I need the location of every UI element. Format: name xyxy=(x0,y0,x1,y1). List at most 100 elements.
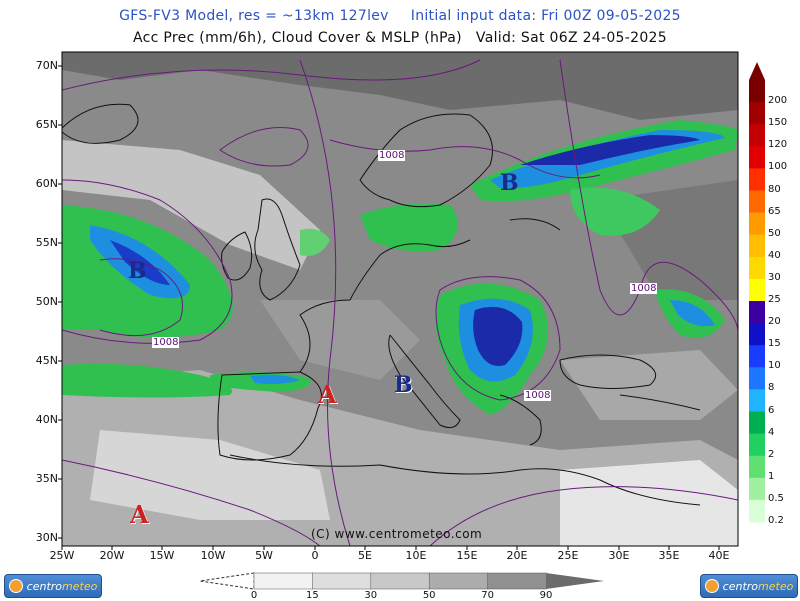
precip-scandinavia-core xyxy=(520,135,700,165)
precip-colorbar-label: 80 xyxy=(768,183,781,195)
map-field xyxy=(62,52,738,546)
precip-colorbar-swatch xyxy=(749,301,765,324)
cloud-colorbar-arrow-left xyxy=(199,572,255,590)
coast-ireland xyxy=(221,231,253,281)
globe-icon xyxy=(704,579,719,593)
precip-colorbar-label: 65 xyxy=(768,205,781,217)
lon-label: 15E xyxy=(456,549,478,562)
cloud-colorbar-swatch xyxy=(253,572,314,590)
centrometeo-logo-right[interactable]: centrometeo xyxy=(700,574,798,598)
cloud-colorbar-arrow-right xyxy=(546,573,604,589)
cloud-colorbar-swatch xyxy=(370,572,430,590)
coast-iceland xyxy=(62,103,139,144)
lat-label: 45N xyxy=(35,354,58,367)
precip-colorbar-swatch xyxy=(749,256,765,280)
coast-scandinavia xyxy=(359,113,493,208)
precip-colorbar-swatch xyxy=(749,212,765,236)
isobar-ring-north xyxy=(219,127,309,167)
precip-colorbar-swatch xyxy=(749,190,765,214)
precip-colorbar-label: 0.5 xyxy=(768,492,784,504)
isobar-south-east xyxy=(429,486,738,546)
precip-colorbar-label: 40 xyxy=(768,249,781,261)
cloud-clear-africa-west xyxy=(90,430,330,520)
coast-france-lowlands xyxy=(299,239,471,373)
lon-label: 25W xyxy=(49,549,75,562)
logo-text: centrometeo xyxy=(722,579,794,593)
cloud-colorbar-label: 50 xyxy=(422,590,436,601)
lon-label: 20W xyxy=(99,549,125,562)
isobar-atlantic xyxy=(62,179,233,344)
precip-colorbar-swatch xyxy=(749,477,765,501)
cloud-colorbar-label: 70 xyxy=(481,590,494,601)
initial-data: Initial input data: Fri 00Z 09-05-2025 xyxy=(410,8,681,24)
lat-label: 40N xyxy=(35,413,58,426)
cloud-colorbar xyxy=(199,572,604,590)
isobar-atlantic-inner xyxy=(99,258,183,337)
lon-label: 40E xyxy=(708,549,730,562)
cloud-band-north xyxy=(62,52,738,120)
precip-colorbar xyxy=(749,62,765,523)
lat-label: 55N xyxy=(35,236,58,249)
precip-colorbar-label: 4 xyxy=(768,426,775,438)
lat-label: 50N xyxy=(35,295,58,308)
precip-balkans-core xyxy=(473,306,523,366)
coast-greece xyxy=(499,394,542,446)
lon-label: 10W xyxy=(200,549,226,562)
pressure-center-low: B xyxy=(128,258,147,284)
precip-baltic xyxy=(360,203,458,252)
lon-label: 25E xyxy=(557,549,579,562)
precip-caucasus-core xyxy=(670,300,715,327)
cloud-colorbar-label: 15 xyxy=(306,590,319,601)
lat-label: 35N xyxy=(35,472,58,485)
precip-colorbar-swatch xyxy=(749,168,765,191)
precip-colorbar-label: 2 xyxy=(768,448,775,460)
precip-colorbar-label: 1 xyxy=(768,470,775,482)
precip-colorbar-label: 6 xyxy=(768,404,775,416)
precip-colorbar-label: 150 xyxy=(768,117,788,129)
precip-colorbar-swatch xyxy=(749,124,765,147)
precip-colorbar-label: 8 xyxy=(768,382,775,394)
isobar-east xyxy=(559,59,738,331)
globe-icon xyxy=(8,579,23,593)
model-name: GFS-FV3 Model, res = ~13km 127lev xyxy=(119,8,389,24)
precip-russia-west xyxy=(570,187,660,236)
cloud-colorbar-label: 30 xyxy=(364,590,378,601)
lon-label: 10E xyxy=(405,549,427,562)
isobar-meridional-1 xyxy=(299,59,351,546)
lon-label: 30E xyxy=(608,549,630,562)
coast-turkey xyxy=(619,394,701,411)
centrometeo-logo-left[interactable]: centrometeo xyxy=(4,574,102,598)
coast-baltic xyxy=(509,218,561,231)
cloud-colorbar-swatch xyxy=(428,572,489,590)
precip-colorbar-swatch xyxy=(749,433,765,457)
coast-iberia xyxy=(217,371,322,461)
lon-label: 0 xyxy=(311,549,319,562)
precip-colorbar-swatch xyxy=(749,278,765,302)
coast-black-sea xyxy=(559,354,657,389)
coast-italy xyxy=(388,334,461,429)
pressure-center-high: A xyxy=(130,500,149,529)
precip-colorbar-swatch xyxy=(749,234,765,258)
cloud-colorbar-label: 0 xyxy=(250,590,258,601)
precip-colorbar-swatch xyxy=(749,323,765,346)
lat-label: 65N xyxy=(35,118,58,131)
precip-atlantic-tail xyxy=(62,363,232,398)
precip-colorbar-swatch xyxy=(749,499,765,523)
logo-text: centrometeo xyxy=(26,579,98,593)
precip-north-sea xyxy=(300,228,330,256)
coast-north-africa xyxy=(229,454,701,506)
precip-colorbar-label: 120 xyxy=(768,139,788,151)
isobar-balkans xyxy=(435,276,561,401)
pressure-center-low: B xyxy=(394,372,413,398)
cloud-band-france xyxy=(260,300,420,380)
precip-colorbar-swatch xyxy=(749,411,765,435)
precip-colorbar-arrow xyxy=(749,62,765,80)
isobar-label: 1008 xyxy=(630,283,658,294)
precip-colorbar-swatch xyxy=(749,80,765,103)
precip-colorbar-swatch xyxy=(749,146,765,169)
valid-time: Valid: Sat 06Z 24-05-2025 xyxy=(475,30,667,46)
model-title: GFS-FV3 Model, res = ~13km 127lev Initial… xyxy=(0,8,800,24)
lon-label: 35E xyxy=(658,549,680,562)
pressure-center-low: B xyxy=(500,170,519,196)
isobar-scandinavia xyxy=(329,139,601,179)
